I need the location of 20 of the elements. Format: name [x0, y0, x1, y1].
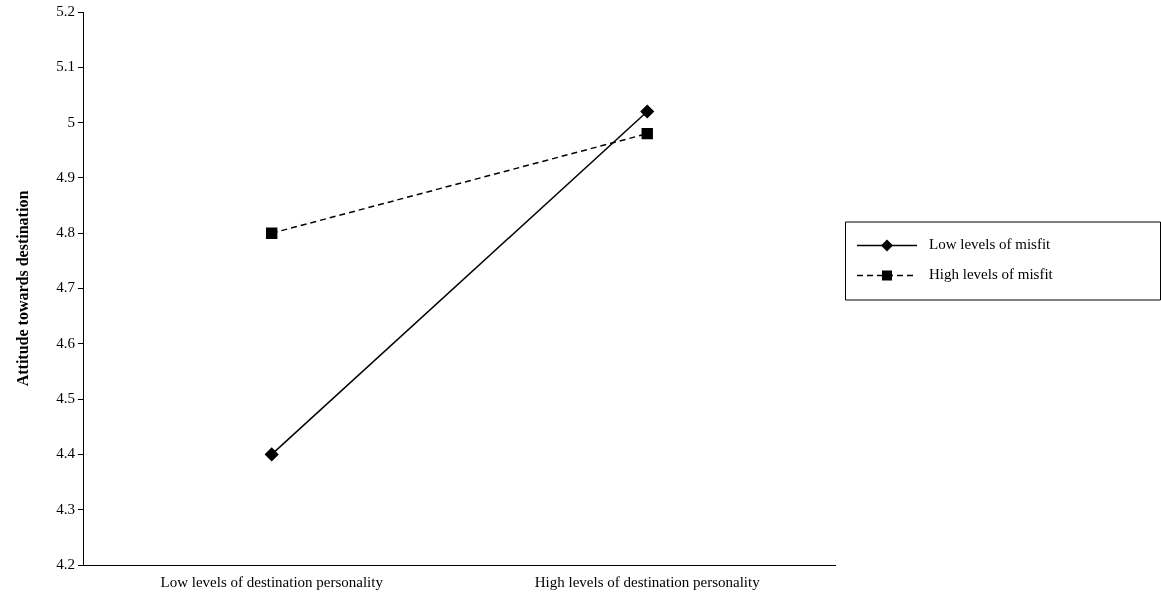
y-tick-label: 5.1 [56, 58, 75, 75]
y-tick-label: 4.5 [56, 390, 75, 407]
point [641, 127, 653, 140]
x-tick-label: High levels of destination personality [534, 573, 761, 590]
y-tick-label: 5 [67, 113, 75, 130]
legend-label: High levels of misfit [929, 266, 1054, 283]
y-tick-label: 4.8 [56, 224, 75, 241]
y-tick-label: 4.7 [56, 279, 76, 296]
y-tick-label: 4.6 [56, 334, 76, 351]
point [640, 104, 654, 119]
y-axis-title: Attitude towards destination [13, 190, 31, 387]
point [266, 227, 278, 239]
y-tick-label: 4.3 [56, 500, 75, 517]
x-tick-label: Low levels of destination personality [160, 573, 384, 590]
y-tick-label: 4.2 [56, 555, 75, 572]
y-tick-label: 4.4 [56, 445, 76, 462]
y-tick-label: 4.9 [56, 168, 75, 185]
y-tick-label: 5.2 [56, 2, 75, 19]
legend-label: Low levels of misfit [929, 236, 1052, 253]
point [264, 447, 279, 462]
